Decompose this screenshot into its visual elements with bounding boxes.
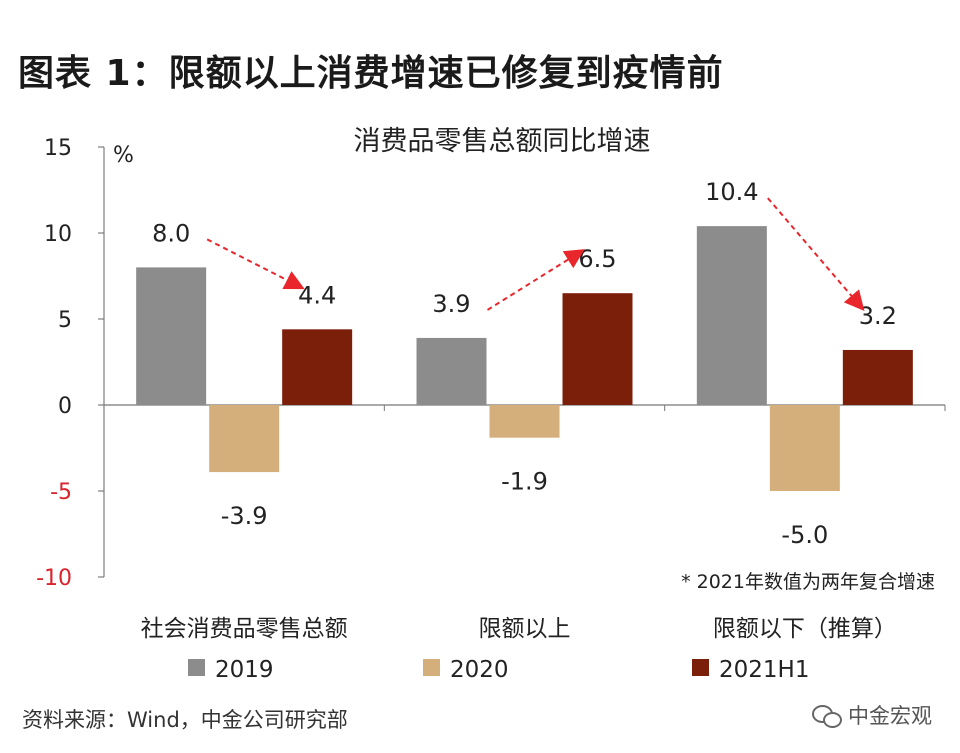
data-label: -3.9	[221, 502, 268, 530]
data-label: 6.5	[578, 245, 616, 273]
data-label: -5.0	[781, 521, 828, 549]
data-label: 4.4	[298, 281, 336, 309]
x-category-label: 限额以下（推算）	[713, 616, 897, 642]
wechat-icon	[812, 703, 842, 728]
y-tick-label: -5	[50, 480, 72, 505]
data-label: 3.9	[432, 290, 470, 318]
data-label: 10.4	[705, 178, 758, 206]
footnote: * 2021年数值为两年复合增速	[681, 571, 935, 593]
chart: 消费品零售总额同比增速 % * 2021年数值为两年复合增速 -10 -5 0 5 10…	[36, 126, 946, 683]
data-label: 8.0	[152, 219, 190, 247]
bar	[136, 267, 207, 405]
legend-label: 2020	[450, 657, 509, 683]
y-tick-label: 5	[58, 308, 72, 333]
legend-label: 2021H1	[719, 657, 809, 683]
legend-swatch	[423, 659, 440, 676]
bar	[416, 337, 487, 405]
figure-title: 图表 1：限额以上消费增速已修复到疫情前	[18, 53, 724, 94]
y-tick-label: 0	[58, 394, 72, 419]
source-note: 资料来源：Wind，中金公司研究部	[22, 708, 348, 732]
watermark: 中金宏观	[812, 700, 932, 730]
watermark-text: 中金宏观	[848, 704, 932, 728]
bar	[282, 329, 353, 405]
bar	[696, 226, 767, 405]
data-label: -1.9	[501, 468, 548, 496]
data-label: 3.2	[859, 302, 897, 330]
bar	[769, 405, 840, 491]
legend-swatch	[692, 659, 709, 676]
bar	[489, 405, 560, 438]
bar	[209, 405, 280, 473]
trend-arrow	[486, 249, 585, 311]
x-category-label: 社会消费品零售总额	[141, 616, 348, 642]
bar	[842, 349, 913, 405]
chart-title: 消费品零售总额同比增速	[354, 126, 651, 157]
y-tick-label: 10	[44, 222, 72, 247]
trend-arrow	[767, 197, 865, 311]
x-category-label: 限额以上	[479, 616, 571, 642]
legend-swatch	[188, 659, 205, 676]
y-axis-unit: %	[113, 143, 134, 168]
y-tick-label: -10	[36, 566, 72, 591]
legend-label: 2019	[215, 657, 274, 683]
bar	[562, 293, 633, 405]
y-tick-label: 15	[44, 136, 72, 161]
trend-arrow	[206, 238, 305, 290]
